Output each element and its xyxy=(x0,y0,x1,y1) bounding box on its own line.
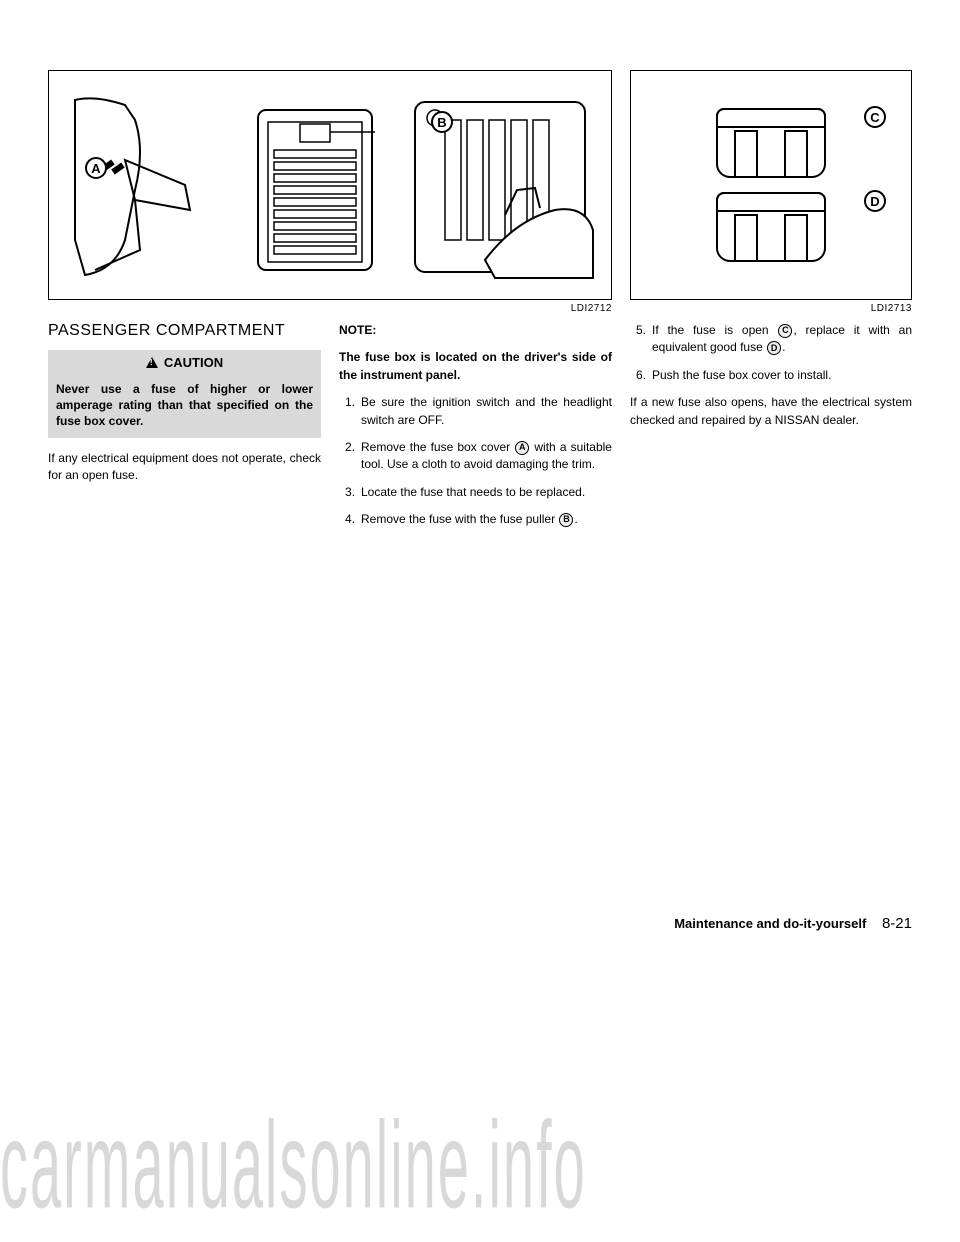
caution-header: CAUTION xyxy=(48,350,321,375)
figure-passenger-compartment: A B xyxy=(48,70,612,300)
figure-label-a: A xyxy=(85,157,107,179)
steps-list-col2: 1.Be sure the ignition switch and the he… xyxy=(339,394,612,528)
column-3: C D LDI2713 5.If the fuse is open C, rep… xyxy=(630,70,912,539)
note-label: NOTE: xyxy=(339,322,612,339)
ref-c: C xyxy=(778,324,792,338)
figure-label-b: B xyxy=(431,111,453,133)
col1-para1: If any electrical equipment does not ope… xyxy=(48,450,321,485)
figure-label-d: D xyxy=(864,190,886,212)
watermark: carmanualsonline.info xyxy=(0,947,960,1242)
caution-body: Never use a fuse of higher or lower ampe… xyxy=(48,375,321,438)
footer-section: Maintenance and do-it-yourself xyxy=(674,916,866,931)
heading-passenger-compartment: PASSENGER COMPARTMENT xyxy=(48,322,321,340)
warning-icon xyxy=(146,357,158,368)
figure-panel-left xyxy=(65,90,225,280)
column-2: NOTE: The fuse box is located on the dri… xyxy=(339,322,612,539)
step-3: 3.Locate the fuse that needs to be repla… xyxy=(339,484,612,501)
fuse-open xyxy=(716,108,826,178)
figure-label-c: C xyxy=(864,106,886,128)
figure-code-left: LDI2712 xyxy=(48,303,612,314)
step-1: 1.Be sure the ignition switch and the he… xyxy=(339,394,612,429)
page-footer: Maintenance and do-it-yourself 8-21 xyxy=(674,915,912,932)
step-4: 4.Remove the fuse with the fuse puller B… xyxy=(339,511,612,528)
step-6: 6.Push the fuse box cover to install. xyxy=(630,367,912,384)
fuse-good xyxy=(716,192,826,262)
footer-page-number: 8-21 xyxy=(882,915,912,932)
note-body: The fuse box is located on the driver's … xyxy=(339,349,612,384)
step-2: 2.Remove the fuse box cover A with a sui… xyxy=(339,439,612,474)
watermark-text: carmanualsonline.info xyxy=(0,1093,587,1236)
figure-panel-middle xyxy=(240,90,390,280)
figure-fuses: C D xyxy=(630,70,912,300)
steps-list-col3: 5.If the fuse is open C, replace it with… xyxy=(630,322,912,384)
step-5: 5.If the fuse is open C, replace it with… xyxy=(630,322,912,357)
ref-b: B xyxy=(559,513,573,527)
ref-a: A xyxy=(515,441,529,455)
col3-para: If a new fuse also opens, have the elect… xyxy=(630,394,912,429)
caution-label: CAUTION xyxy=(164,355,223,370)
column-1: PASSENGER COMPARTMENT CAUTION Never use … xyxy=(48,322,321,539)
ref-d: D xyxy=(767,341,781,355)
figure-code-right: LDI2713 xyxy=(630,303,912,314)
